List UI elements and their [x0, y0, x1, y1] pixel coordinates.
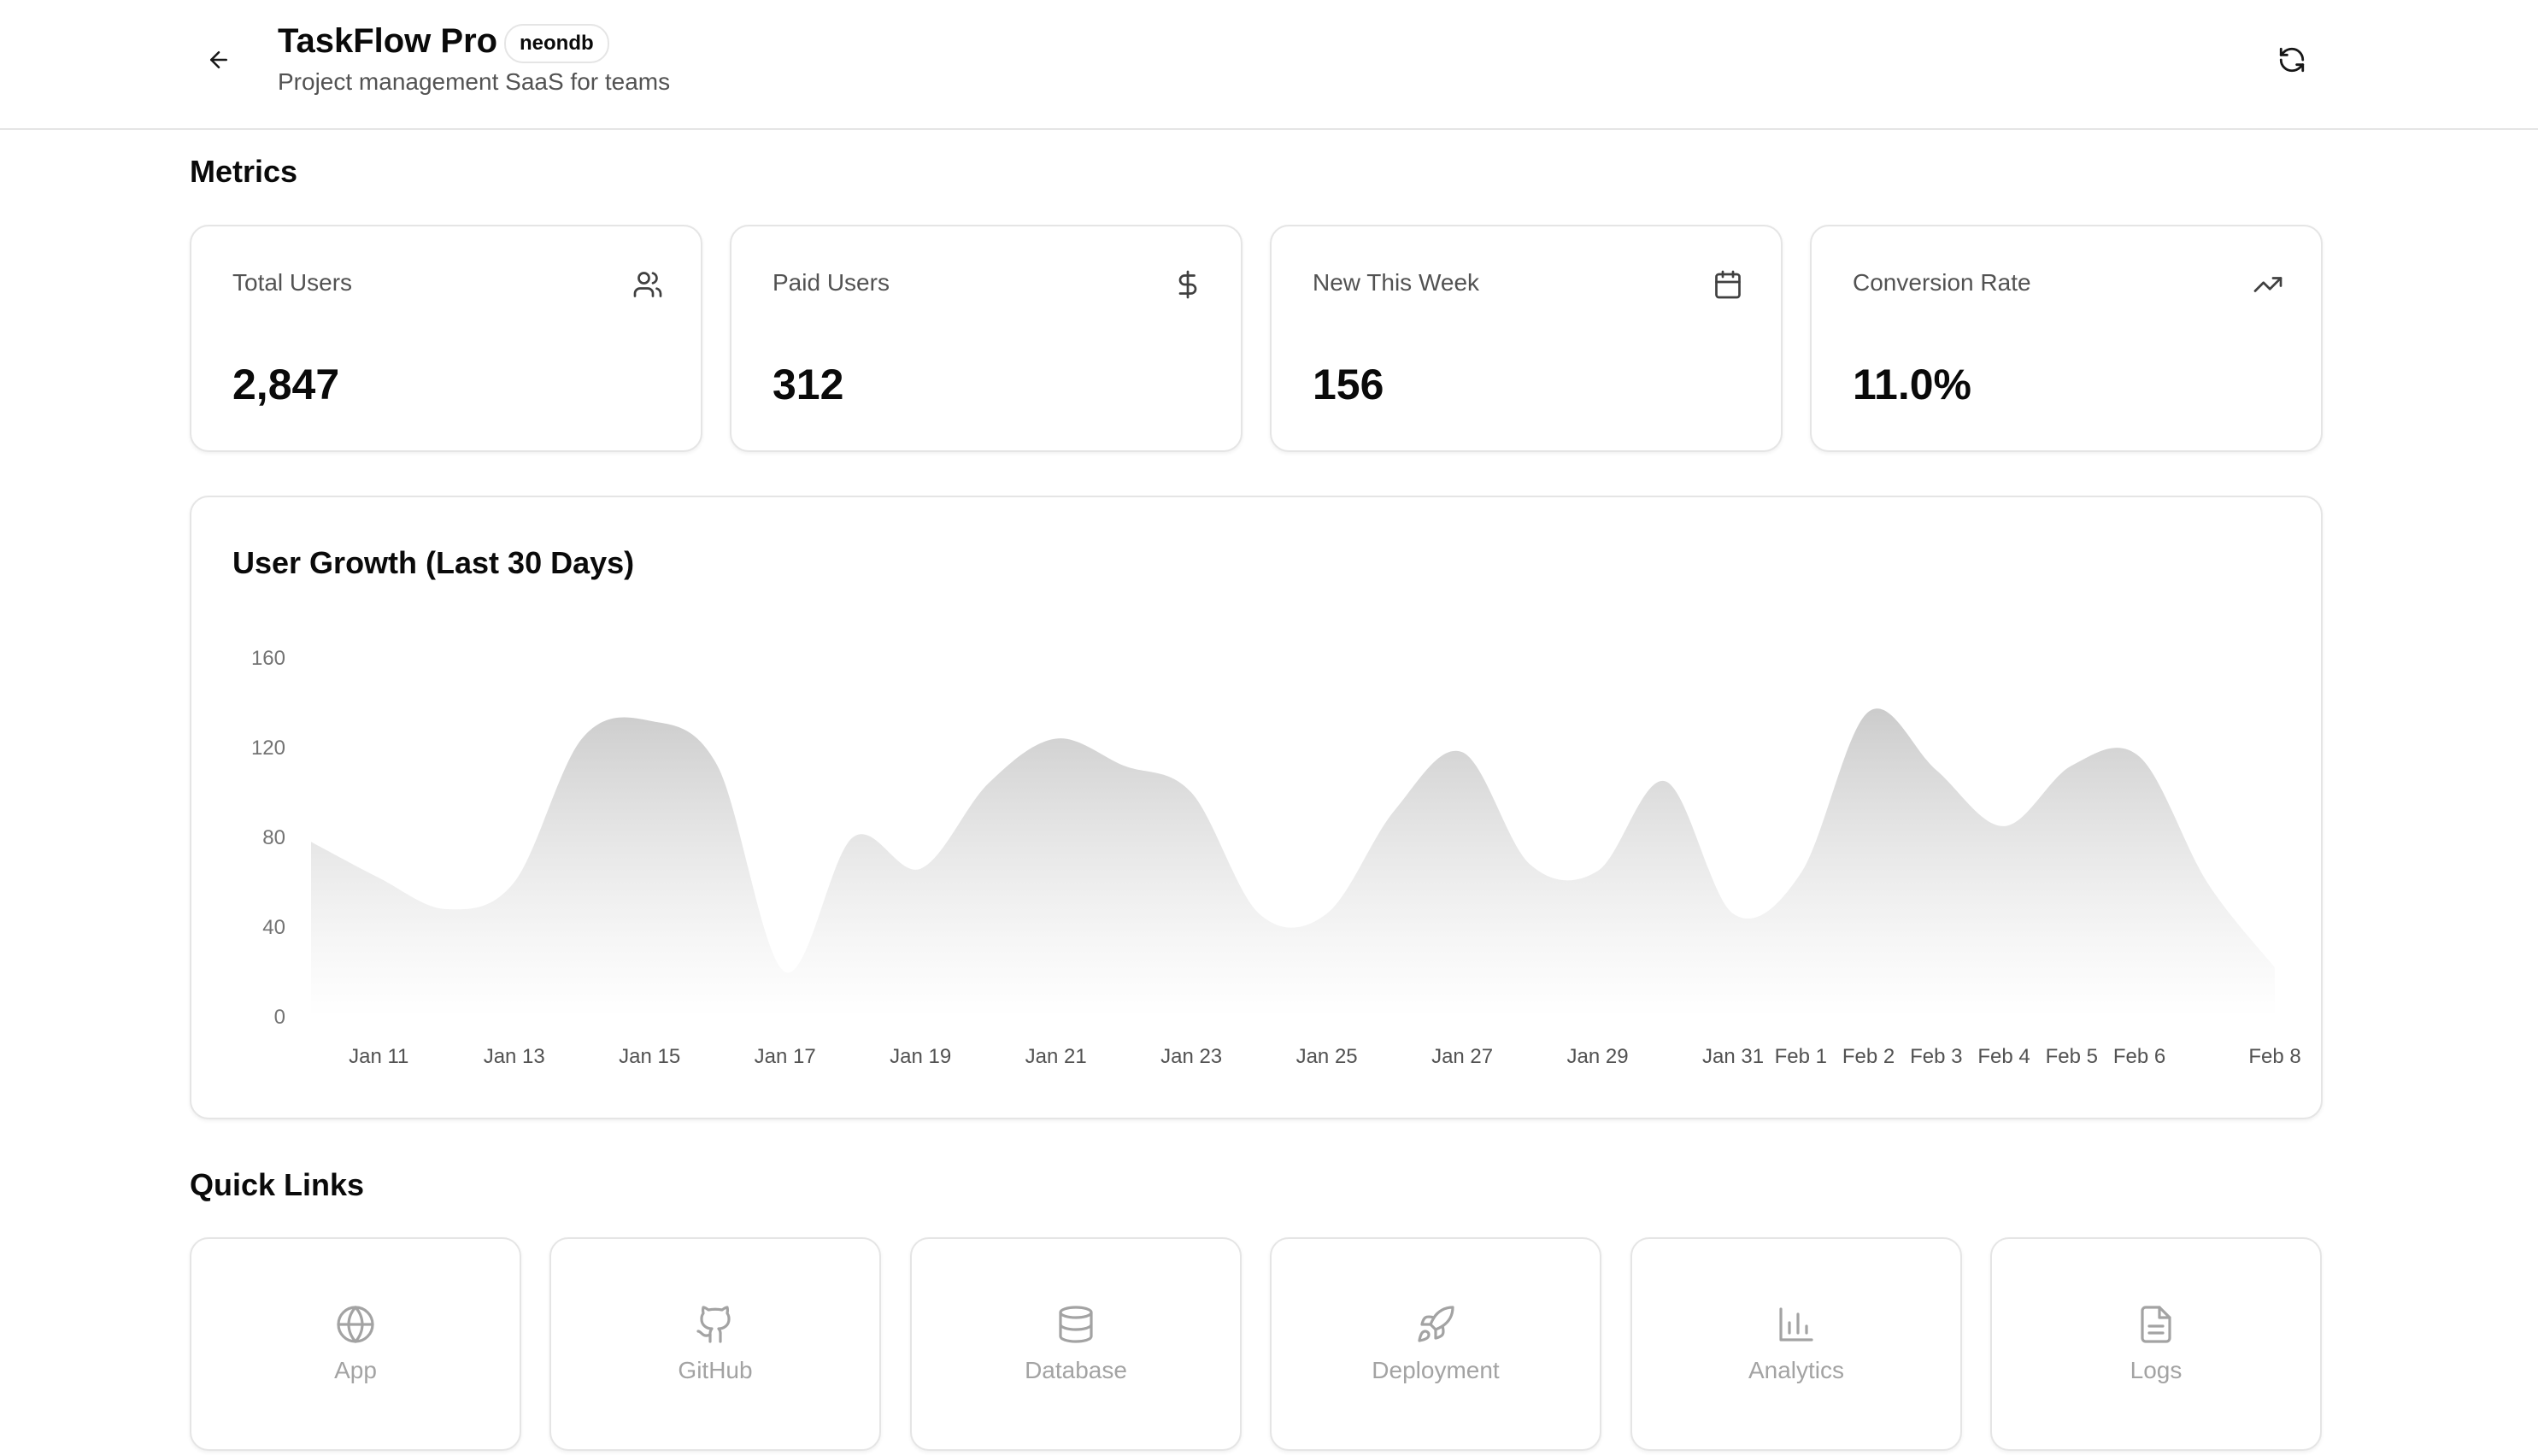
quick-link-analytics[interactable]: Analytics — [1630, 1237, 1962, 1451]
y-tick-label: 160 — [251, 647, 285, 670]
arrow-left-icon — [210, 51, 227, 68]
metric-label: Total Users — [232, 269, 353, 296]
quick-links-heading: Quick Links — [190, 1167, 365, 1202]
metric-value: 312 — [773, 361, 844, 408]
quick-link-label: App — [334, 1357, 377, 1383]
project-title: TaskFlow Pro — [278, 22, 498, 60]
dollar-icon — [1178, 270, 1197, 299]
x-tick-label: Feb 6 — [2113, 1045, 2165, 1068]
quick-link-database[interactable]: Database — [910, 1237, 1242, 1451]
x-tick-label: Jan 15 — [619, 1045, 680, 1068]
quick-link-label: Analytics — [1748, 1357, 1845, 1383]
globe-icon — [337, 1306, 374, 1343]
github-icon — [696, 1306, 731, 1343]
refresh-icon — [2279, 47, 2305, 73]
x-tick-label: Feb 4 — [1977, 1045, 2030, 1068]
x-tick-label: Jan 21 — [1025, 1045, 1087, 1068]
metric-value: 156 — [1313, 361, 1384, 408]
x-tick-label: Jan 13 — [484, 1045, 545, 1068]
y-tick-label: 80 — [262, 826, 285, 849]
x-tick-label: Feb 3 — [1910, 1045, 1962, 1068]
x-tick-label: Jan 11 — [349, 1045, 408, 1068]
x-tick-label: Jan 27 — [1431, 1045, 1493, 1068]
x-tick-label: Jan 29 — [1567, 1045, 1629, 1068]
page-header: TaskFlow Pro neondb Project management S… — [0, 0, 2538, 130]
x-tick-label: Jan 17 — [755, 1045, 816, 1068]
metric-label: Paid Users — [773, 269, 890, 296]
users-icon — [633, 272, 662, 297]
metric-card-paid-users: Paid Users 312 — [730, 225, 1243, 452]
x-tick-label: Jan 25 — [1296, 1045, 1358, 1068]
project-subtitle: Project management SaaS for teams — [278, 68, 671, 95]
chart-title: User Growth (Last 30 Days) — [232, 545, 635, 580]
y-tick-label: 120 — [251, 737, 285, 760]
user-growth-series-area — [311, 708, 2275, 1017]
quick-link-label: Deployment — [1372, 1357, 1500, 1383]
metric-label: Conversion Rate — [1853, 269, 2031, 296]
user-growth-chart: 0 40 80 120 160 Jan 11 Jan 13 Jan 15 Jan 17 Jan 1… — [251, 647, 2301, 1068]
rocket-icon — [1418, 1306, 1454, 1342]
x-tick-label: Jan 23 — [1160, 1045, 1222, 1068]
back-button[interactable] — [193, 38, 244, 82]
x-tick-label: Jan 31 — [1702, 1045, 1764, 1068]
metric-card-total-users: Total Users 2,847 — [190, 225, 702, 452]
refresh-button[interactable] — [2270, 38, 2314, 82]
quick-link-app[interactable]: App — [190, 1237, 521, 1451]
calendar-icon — [1715, 270, 1741, 299]
user-growth-chart-card: User Growth (Last 30 Days) 0 40 80 120 160 Ja… — [190, 496, 2323, 1119]
metric-value: 11.0% — [1853, 361, 1972, 408]
x-tick-label: Feb 1 — [1775, 1045, 1827, 1068]
metric-card-conversion-rate: Conversion Rate 11.0% — [1810, 225, 2323, 452]
database-badge: neondb — [504, 24, 609, 63]
x-tick-label: Feb 5 — [2046, 1045, 2098, 1068]
metrics-heading: Metrics — [190, 154, 298, 189]
x-tick-label: Feb 2 — [1842, 1045, 1895, 1068]
x-tick-label: Feb 8 — [2248, 1045, 2300, 1068]
quick-link-deployment[interactable]: Deployment — [1270, 1237, 1601, 1451]
x-tick-label: Jan 19 — [890, 1045, 951, 1068]
y-tick-label: 0 — [274, 1006, 285, 1029]
quick-link-github[interactable]: GitHub — [549, 1237, 881, 1451]
quick-link-logs[interactable]: Logs — [1990, 1237, 2322, 1451]
bar-chart-icon — [1779, 1307, 1813, 1342]
metric-label: New This Week — [1313, 269, 1480, 296]
database-icon — [1059, 1306, 1093, 1343]
quick-link-label: GitHub — [678, 1357, 753, 1383]
quick-link-label: Database — [1025, 1357, 1127, 1383]
y-tick-label: 40 — [262, 916, 285, 939]
file-text-icon — [2141, 1306, 2171, 1343]
quick-link-label: Logs — [2130, 1357, 2183, 1383]
metric-value: 2,847 — [232, 361, 340, 408]
metric-card-new-this-week: New This Week 156 — [1270, 225, 1783, 452]
trending-up-icon — [2253, 277, 2282, 292]
